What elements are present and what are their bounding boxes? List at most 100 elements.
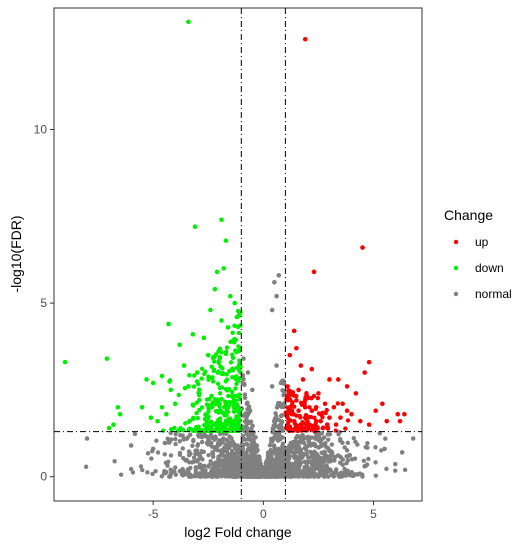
point-down <box>214 427 220 432</box>
point-down <box>214 269 220 275</box>
point-normal <box>178 468 184 473</box>
point-normal <box>345 440 351 446</box>
legend-key-down <box>453 265 459 271</box>
point-normal <box>281 404 286 410</box>
point-normal <box>128 466 134 472</box>
point-normal <box>245 413 250 418</box>
point-normal <box>340 457 346 462</box>
point-down <box>172 401 178 407</box>
point-normal <box>383 436 388 441</box>
point-down <box>223 418 229 423</box>
point-down <box>230 374 235 380</box>
point-down <box>223 399 228 404</box>
point-normal <box>345 468 351 474</box>
point-normal <box>272 421 278 426</box>
point-up <box>353 391 359 396</box>
point-normal <box>181 455 186 461</box>
point-normal <box>245 447 250 452</box>
point-normal <box>220 449 225 454</box>
series-up <box>285 36 407 433</box>
point-down <box>236 344 241 349</box>
point-normal <box>240 381 245 386</box>
point-down <box>211 379 216 384</box>
point-down <box>210 355 216 361</box>
point-normal <box>352 456 358 461</box>
point-normal <box>227 470 233 476</box>
point-down <box>229 367 235 372</box>
point-up <box>349 411 354 417</box>
point-down <box>159 404 165 410</box>
point-normal <box>242 392 248 397</box>
point-normal <box>298 460 304 465</box>
point-normal <box>245 401 250 407</box>
point-normal <box>186 452 192 458</box>
point-normal <box>365 440 370 446</box>
point-normal <box>308 449 313 455</box>
point-normal <box>247 408 253 414</box>
point-normal <box>241 428 247 433</box>
point-down <box>219 424 225 429</box>
point-down <box>224 372 229 377</box>
point-down <box>231 409 237 414</box>
point-down <box>223 409 229 415</box>
point-down <box>183 421 188 426</box>
point-normal <box>288 440 294 446</box>
point-normal <box>233 456 239 461</box>
point-normal <box>291 462 296 468</box>
point-normal <box>296 445 301 451</box>
point-normal <box>132 431 138 437</box>
point-normal <box>162 452 167 457</box>
point-up <box>333 422 339 427</box>
point-normal <box>281 474 286 479</box>
point-down <box>207 403 213 408</box>
point-normal <box>242 437 247 442</box>
point-up <box>294 398 299 403</box>
point-down <box>187 418 193 424</box>
point-normal <box>253 463 258 468</box>
point-up <box>318 411 323 417</box>
point-normal <box>185 471 191 476</box>
point-normal <box>308 474 313 479</box>
legend-title: Change <box>444 207 493 223</box>
point-up <box>315 395 321 401</box>
point-down <box>238 323 243 328</box>
point-down <box>216 369 221 374</box>
point-normal <box>285 473 291 479</box>
point-up <box>285 384 290 389</box>
point-normal <box>162 468 167 474</box>
point-normal <box>253 442 258 447</box>
point-normal <box>241 466 247 472</box>
point-down <box>225 422 230 427</box>
point-down <box>191 403 196 408</box>
point-down <box>167 379 172 384</box>
point-down <box>212 397 218 402</box>
point-normal <box>268 474 274 479</box>
point-normal <box>203 468 208 473</box>
point-normal <box>217 470 222 475</box>
point-down <box>237 311 242 316</box>
point-normal <box>340 440 345 445</box>
point-down <box>216 348 221 354</box>
point-up <box>294 345 299 351</box>
point-normal <box>220 440 226 445</box>
point-up <box>289 411 295 417</box>
point-down <box>217 409 222 415</box>
point-normal <box>244 441 249 447</box>
point-normal <box>286 453 291 459</box>
point-normal <box>393 468 398 473</box>
point-down <box>197 391 202 396</box>
point-normal <box>199 435 205 440</box>
point-normal <box>225 457 231 462</box>
point-normal <box>329 449 335 455</box>
point-down <box>222 428 228 434</box>
point-normal <box>305 435 311 441</box>
point-down <box>205 416 211 421</box>
point-normal <box>230 466 235 472</box>
point-up <box>305 394 310 400</box>
point-down <box>215 381 221 386</box>
point-normal <box>221 459 227 464</box>
point-up <box>305 418 310 424</box>
point-up <box>324 422 330 427</box>
point-normal <box>236 450 242 456</box>
point-down <box>225 325 231 330</box>
